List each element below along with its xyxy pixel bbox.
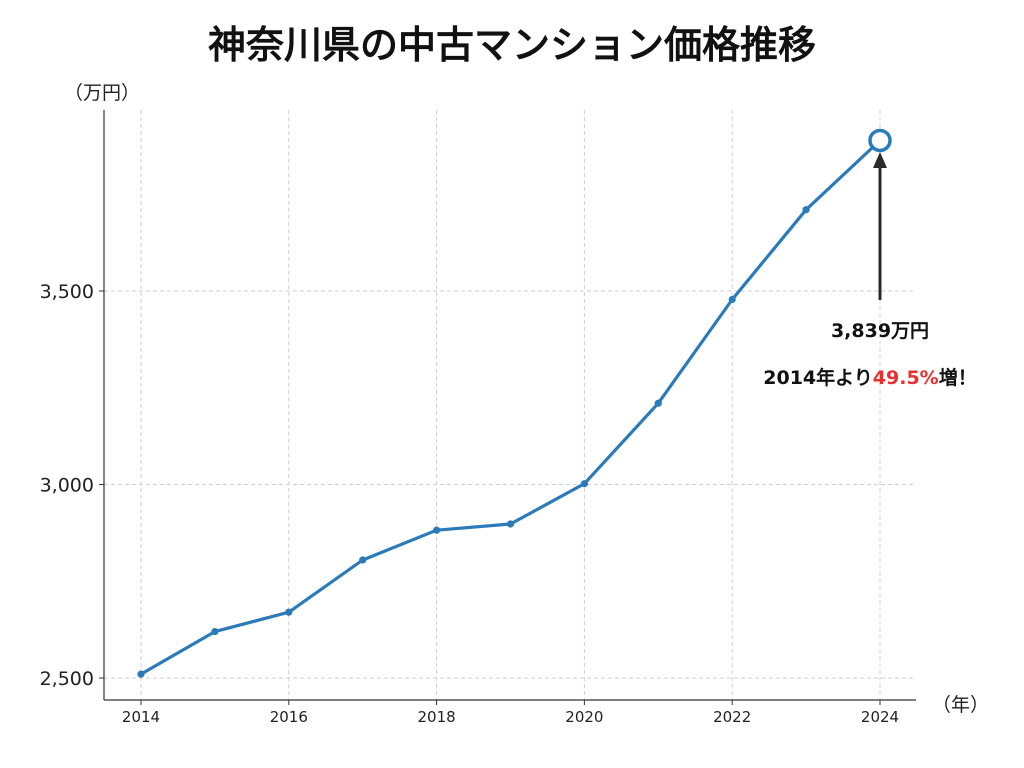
annotation-arrow <box>873 152 887 300</box>
data-point <box>211 627 219 636</box>
data-point <box>285 608 293 616</box>
y-tick-label: 2,500 <box>40 668 94 690</box>
x-tick-label: 2024 <box>861 708 899 726</box>
annotation: 3,839万円 2014年より49.5%増！ <box>740 316 1000 390</box>
annotation-note-highlight: 49.5% <box>872 367 939 389</box>
x-tick-label: 2018 <box>418 708 456 726</box>
data-point-highlight <box>868 128 892 153</box>
arrow-head <box>873 152 887 168</box>
data-point <box>728 295 736 304</box>
x-tick-label: 2016 <box>270 708 308 726</box>
data-point <box>580 480 589 488</box>
x-tick-label: 2020 <box>565 708 603 726</box>
grid-lines <box>104 110 916 700</box>
data-point <box>137 670 145 678</box>
data-point <box>802 206 810 214</box>
annotation-note-suffix: 増！ <box>938 367 977 389</box>
data-point <box>654 399 662 407</box>
x-axis-unit-label: （年） <box>932 694 990 716</box>
annotation-value: 3,839万円 <box>830 320 930 342</box>
annotation-note: 2014年より49.5%増！ <box>740 363 1000 390</box>
chart-title: 神奈川県の中古マンション価格推移 <box>207 23 816 67</box>
y-tick-label: 3,500 <box>40 281 94 303</box>
data-point <box>433 526 441 534</box>
tick-labels: 2,500 3,000 3,500 2014 2016 2018 2020 2022 2024 <box>40 281 900 726</box>
data-series <box>137 128 892 678</box>
x-tick-label: 2022 <box>713 708 751 726</box>
y-axis-unit-label: （万円） <box>64 82 141 104</box>
series-line <box>139 138 882 676</box>
annotation-note-prefix: 2014年より <box>763 367 873 389</box>
data-point <box>359 556 367 564</box>
x-tick-label: 2014 <box>122 708 160 726</box>
y-tick-label: 3,000 <box>40 475 94 497</box>
axes <box>99 110 916 705</box>
data-point <box>506 520 515 528</box>
